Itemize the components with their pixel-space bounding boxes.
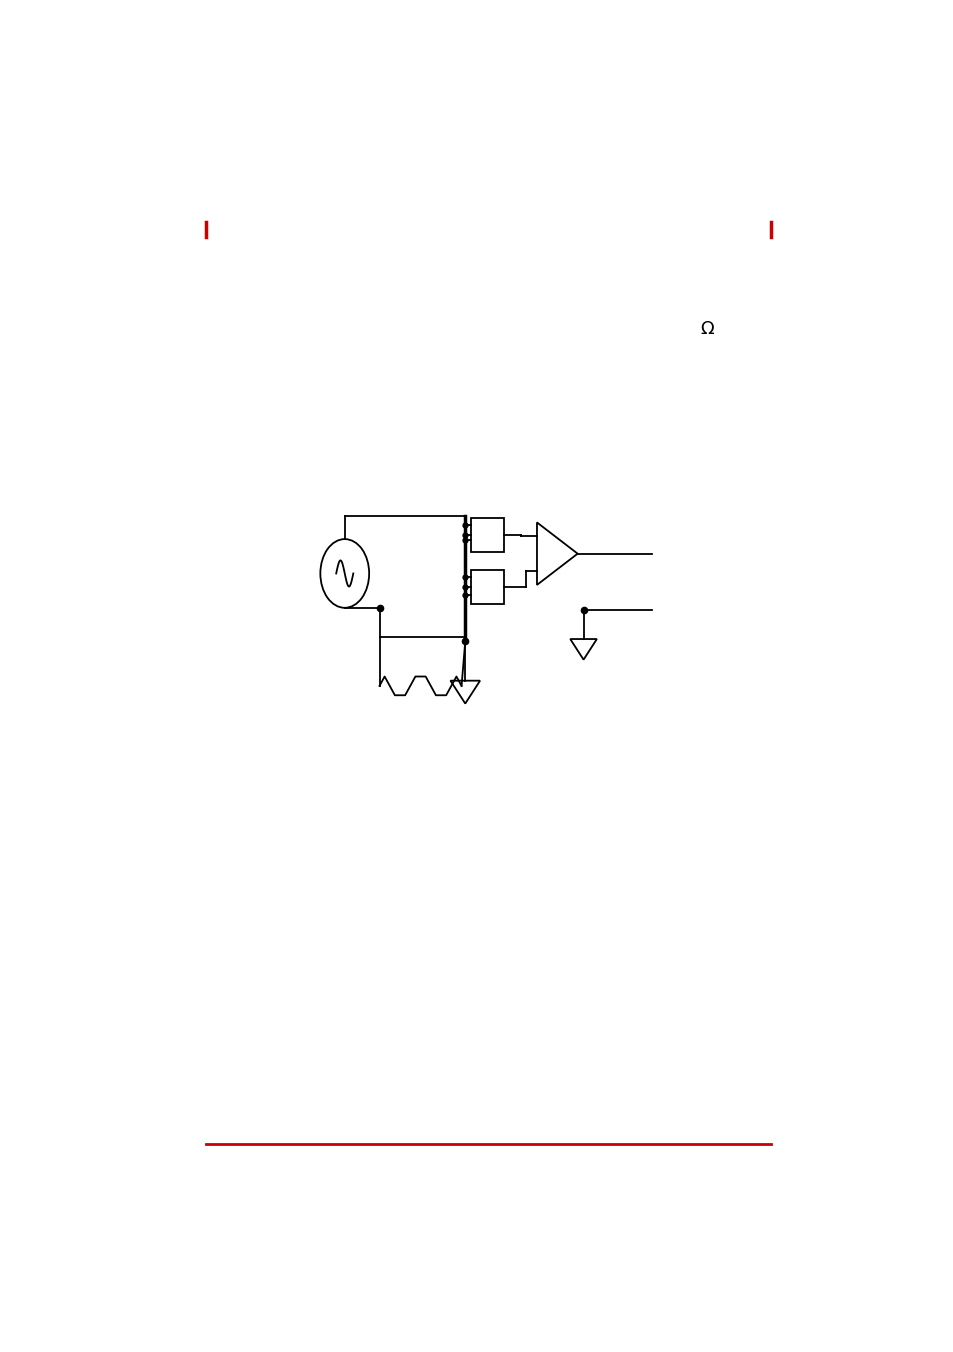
Text: $\Omega$: $\Omega$: [699, 320, 714, 338]
Bar: [471, 518, 503, 552]
Bar: [471, 571, 503, 603]
